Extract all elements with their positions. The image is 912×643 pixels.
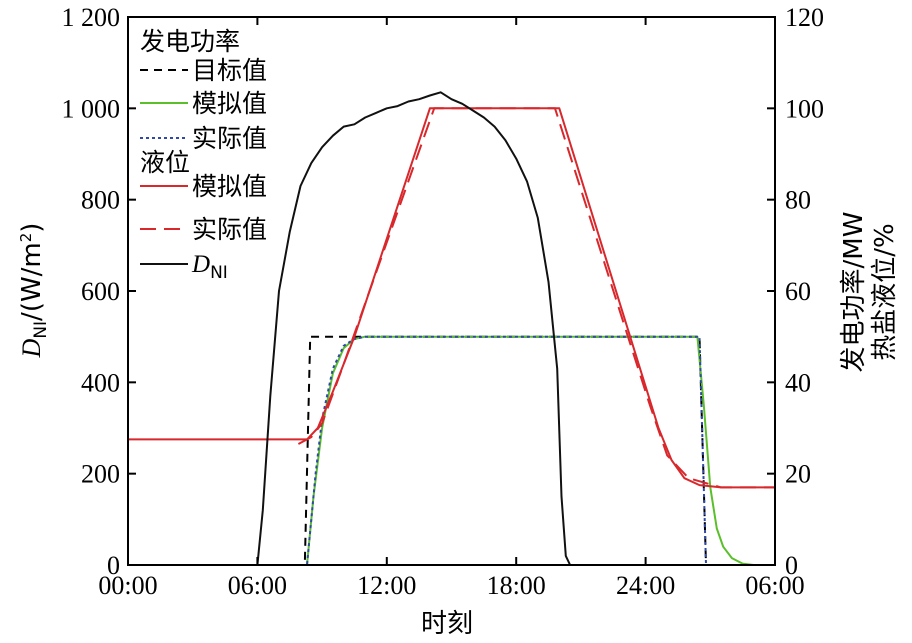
legend-label-level-sim: 模拟值	[192, 172, 267, 201]
y-left-tick-label: 600	[81, 277, 120, 306]
y-axis-label-right-2: 热盐液位/%	[870, 223, 900, 360]
series-line-power_target	[128, 335, 775, 566]
y-left-label-close: )	[17, 223, 47, 233]
series-line-dni	[128, 91, 775, 566]
y-axis-label-left: DNI/(W/m2)	[17, 223, 51, 359]
x-tick-label: 06:00	[745, 571, 804, 600]
y-left-tick-label: 400	[81, 368, 120, 397]
y-right-tick-label: 120	[785, 3, 824, 32]
y-right-tick-label: 80	[785, 186, 811, 215]
x-tick-label: 24:00	[616, 571, 675, 600]
y-left-tick-label: 0	[107, 551, 120, 580]
y-left-tick-label: 1 200	[62, 3, 121, 32]
series-line-power_sim	[128, 335, 775, 566]
y-left-label-unit: /(W/m	[17, 242, 47, 321]
y-left-tick-label: 800	[81, 186, 120, 215]
x-tick-label: 06:00	[228, 571, 287, 600]
legend: 发电功率 目标值 模拟值 实际值 液位 模拟值 实际值 DNI	[140, 27, 267, 283]
y-right-tick-label: 60	[785, 277, 811, 306]
y-left-label-sub: NI	[31, 321, 51, 339]
legend-label-dni-main: D	[191, 251, 210, 278]
series-line-level_actual	[297, 107, 775, 489]
x-axis-label: 时刻	[421, 609, 473, 639]
y-left-label-sup: 2	[17, 233, 35, 243]
y-right-tick-label: 20	[785, 460, 811, 489]
y-right-tick-label: 0	[785, 551, 798, 580]
legend-label-dni: DNI	[191, 251, 228, 283]
legend-label-power-target: 目标值	[192, 56, 267, 85]
legend-label-power-actual: 实际值	[192, 124, 267, 153]
legend-group-power: 发电功率	[140, 27, 240, 56]
y-axis-label-right-1: 发电功率/MW	[839, 212, 869, 373]
legend-label-level-actual: 实际值	[192, 215, 267, 244]
legend-label-power-sim: 模拟值	[192, 89, 267, 118]
axes-layer: 00:00 06:00 12:00 18:00 24:00 06:000200400600…	[62, 3, 825, 600]
x-tick-label: 12:00	[357, 571, 416, 600]
y-right-tick-label: 100	[785, 94, 824, 123]
legend-label-dni-sub: NI	[210, 263, 228, 283]
legend-group-level: 液位	[140, 148, 190, 177]
x-tick-label: 18:00	[487, 571, 546, 600]
y-right-tick-label: 40	[785, 368, 811, 397]
series-line-level_sim	[128, 107, 775, 489]
series-line-power_actual	[128, 335, 775, 566]
y-left-tick-label: 1 000	[62, 94, 121, 123]
x-tick-label: 00:00	[98, 571, 157, 600]
series-layer	[128, 91, 775, 566]
y-left-tick-label: 200	[81, 460, 120, 489]
y-left-label-main: D	[17, 338, 46, 358]
